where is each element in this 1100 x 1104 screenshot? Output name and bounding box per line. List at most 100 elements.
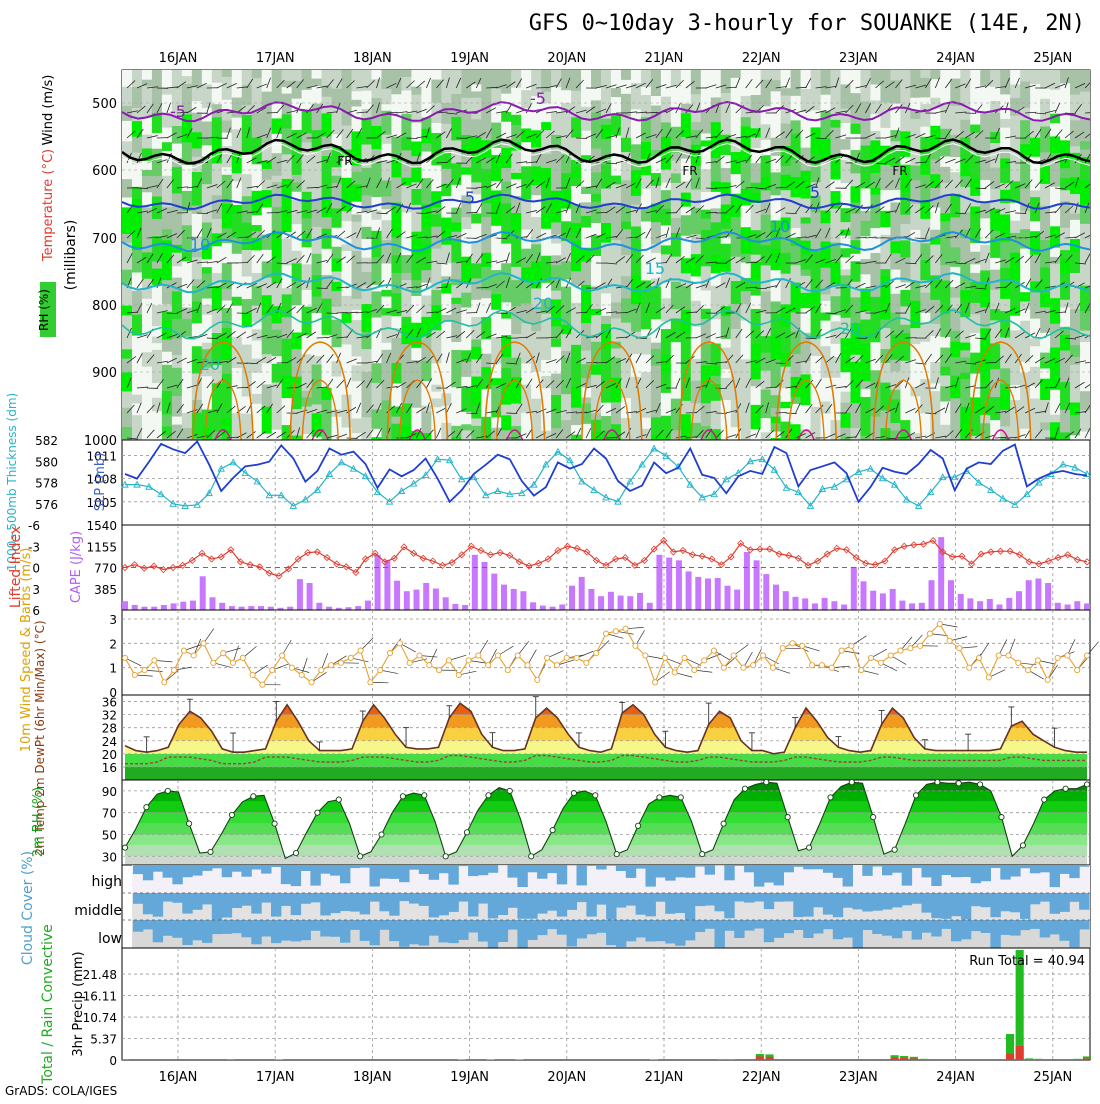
rh-cell <box>741 337 752 360</box>
wind-speed-point <box>623 626 628 631</box>
rh-cell <box>391 70 402 95</box>
rh-cell <box>332 282 343 292</box>
rh-cell <box>990 87 1001 102</box>
rh-cell <box>980 415 991 424</box>
cloud-cell <box>803 893 813 917</box>
cloud-cell <box>419 865 429 874</box>
rh-cell <box>711 419 722 430</box>
rh-cell <box>641 337 652 355</box>
rh-cell <box>1000 268 1011 289</box>
rh-cell <box>910 328 921 345</box>
rh-cell <box>761 371 772 390</box>
rh-cell <box>182 294 193 308</box>
rh-cell <box>132 250 143 273</box>
rh-cell <box>292 115 303 131</box>
rh-cell <box>411 386 422 409</box>
wind-speed-point <box>849 643 854 648</box>
rh-cell <box>920 413 931 420</box>
cloud-cell <box>409 920 419 944</box>
rh-cell <box>401 178 412 186</box>
cloud-cell <box>862 920 872 930</box>
rh-cell <box>581 312 592 324</box>
rh-cell <box>531 185 542 196</box>
rh-cell <box>322 156 333 178</box>
rh-cell <box>172 70 183 84</box>
rh-cell <box>910 282 921 302</box>
cloud-cell <box>823 920 833 929</box>
rh-cell <box>631 276 642 298</box>
wind-speed-point <box>280 653 285 658</box>
rh-cell <box>950 320 961 332</box>
cloud-cell <box>409 865 419 870</box>
rh-cell <box>561 241 572 262</box>
rh-cell <box>481 290 492 299</box>
rh-cell <box>551 222 562 234</box>
cape-bar <box>540 606 546 610</box>
rh-cell <box>841 351 852 365</box>
rh-cell <box>501 70 512 94</box>
rh-cell <box>491 417 502 428</box>
cloud-cell <box>448 865 458 885</box>
rh-cell <box>691 276 702 301</box>
rh-cell <box>431 392 442 400</box>
cloud-cell <box>241 865 251 877</box>
wind-speed-point <box>1075 668 1080 673</box>
cloud-cell <box>941 920 951 929</box>
rh-cell <box>751 137 762 148</box>
cape-bar <box>414 590 420 610</box>
cloud-cell <box>961 920 971 939</box>
bottom-date-label: 20JAN <box>547 1070 586 1085</box>
rh-cell <box>132 369 143 395</box>
rh-cell <box>212 246 223 273</box>
rh-point <box>229 812 234 817</box>
rh-cell <box>701 230 712 257</box>
rh-cell <box>272 323 283 330</box>
rh-cell <box>242 130 253 153</box>
rh-cell <box>801 270 812 277</box>
rh-cell <box>212 117 223 136</box>
rh-cell <box>970 70 981 87</box>
cloud-cell <box>606 865 616 866</box>
rh-cell <box>761 336 772 353</box>
rh-cell <box>272 78 283 103</box>
cloud-cell <box>665 920 675 944</box>
cloud-cell <box>715 893 725 911</box>
rh-cell <box>172 396 183 417</box>
cape-bar <box>423 583 429 610</box>
rh-cell <box>511 70 522 88</box>
rh-cell <box>391 273 402 294</box>
wind-speed-point <box>230 660 235 665</box>
precip-tick: 10.74 <box>83 1011 117 1025</box>
rh-cell <box>841 413 852 429</box>
rh-cell <box>860 288 871 312</box>
cape-bar <box>763 574 769 610</box>
wind-speed-point <box>819 663 824 668</box>
rh-cell <box>781 266 792 274</box>
rh-band <box>122 845 1090 856</box>
wind-speed-point <box>162 680 167 685</box>
cloud-cell <box>843 865 853 887</box>
rh-point <box>165 788 170 793</box>
rh-cell <box>970 179 981 197</box>
cloud-cell <box>744 893 754 903</box>
cloud-cell <box>508 920 518 930</box>
rh-cell <box>262 117 273 144</box>
rh-cell <box>771 417 782 424</box>
precip-convective-bar <box>900 1058 908 1060</box>
cape-bar <box>1006 598 1012 610</box>
rh-cell <box>232 337 243 350</box>
rh-cell <box>950 247 961 267</box>
cloud-cell <box>1079 920 1089 929</box>
wind-speed-point <box>731 653 736 658</box>
bottom-date-label: 25JAN <box>1033 1070 1072 1085</box>
rh-cell <box>731 78 742 101</box>
rh-cell <box>651 297 662 320</box>
wind-speed-point <box>967 665 972 670</box>
rh-cell <box>960 317 971 343</box>
cloud-cell <box>439 893 449 915</box>
rh-cell <box>431 399 442 408</box>
cloud-cell <box>330 893 340 913</box>
rh-cell <box>910 242 921 265</box>
cloud-cell <box>547 865 557 873</box>
cloud-cell <box>370 893 380 902</box>
